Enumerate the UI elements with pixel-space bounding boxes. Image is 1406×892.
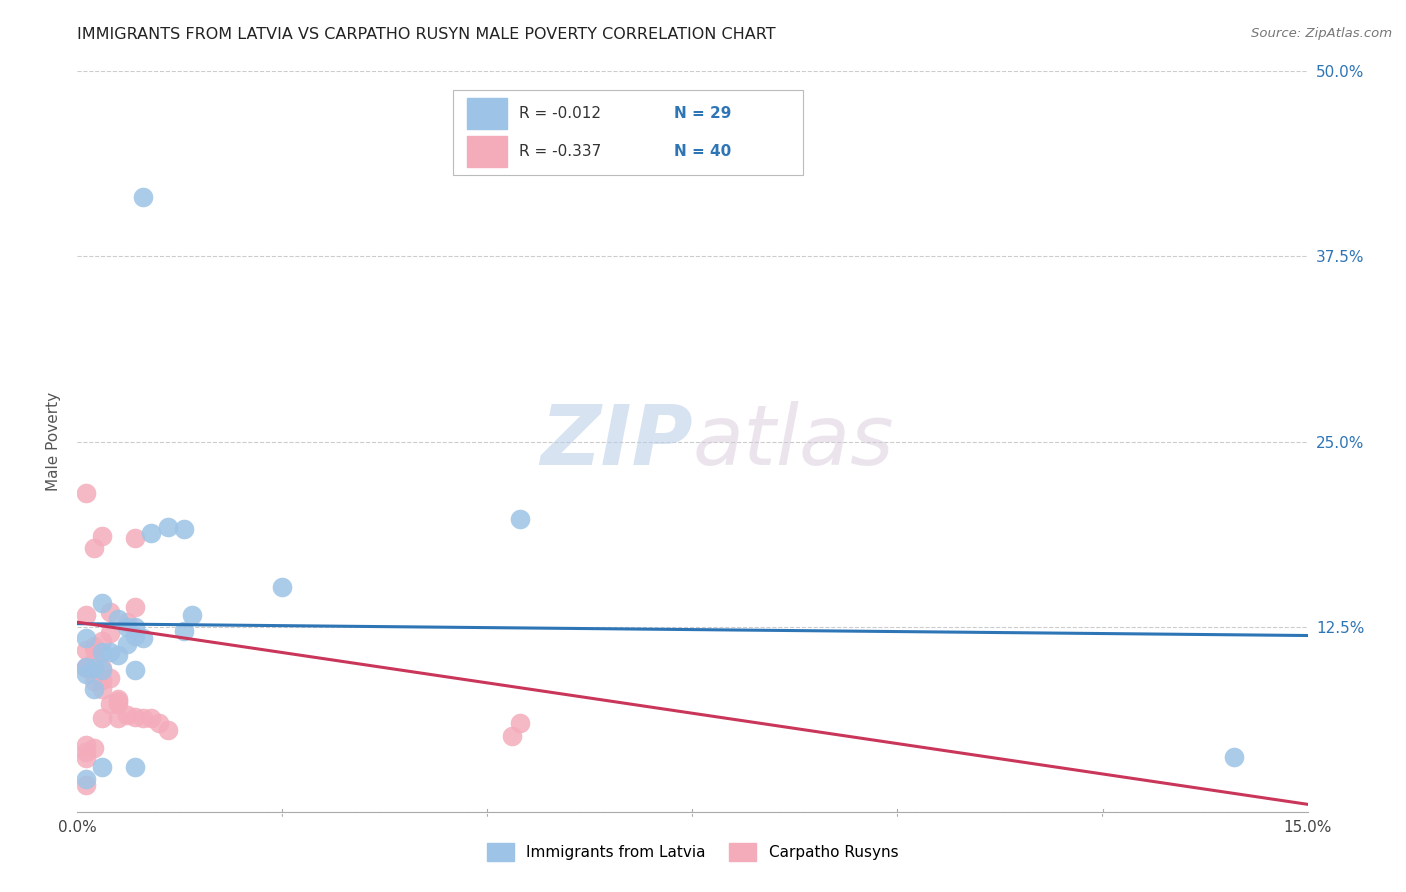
Point [107, 694, 129, 708]
Point [90, 663, 114, 677]
Point [124, 619, 146, 633]
Point [90, 711, 114, 725]
Text: Source: ZipAtlas.com: Source: ZipAtlas.com [1251, 27, 1392, 40]
Point [173, 522, 195, 536]
Point [75, 738, 97, 752]
Point [83, 661, 105, 675]
Point [98, 605, 121, 619]
Point [115, 619, 138, 633]
Point [98, 672, 121, 686]
Point [124, 760, 146, 774]
Point [124, 628, 146, 642]
Point [124, 531, 146, 545]
Text: R = -0.012: R = -0.012 [519, 106, 600, 121]
Text: ZIP: ZIP [540, 401, 693, 482]
Text: R = -0.337: R = -0.337 [519, 144, 602, 159]
Point [90, 529, 114, 543]
Point [75, 746, 97, 760]
Point [75, 643, 97, 657]
Point [132, 190, 155, 204]
Point [75, 751, 97, 765]
Point [173, 624, 195, 638]
Point [124, 710, 146, 724]
Point [156, 520, 179, 534]
Point [75, 659, 97, 673]
Point [141, 711, 163, 725]
Point [98, 697, 121, 711]
Point [90, 681, 114, 696]
Bar [467, 98, 506, 129]
Text: N = 29: N = 29 [673, 106, 731, 121]
Point [90, 634, 114, 648]
Point [115, 708, 138, 723]
Point [75, 772, 97, 786]
Point [141, 526, 163, 541]
Point [132, 632, 155, 646]
Point [83, 741, 105, 756]
Point [132, 711, 155, 725]
Point [83, 674, 105, 689]
Point [124, 663, 146, 677]
Point [75, 661, 97, 675]
Point [90, 661, 114, 675]
Point [75, 607, 97, 622]
Point [181, 607, 204, 622]
Point [83, 654, 105, 668]
Point [98, 645, 121, 659]
Legend: Immigrants from Latvia, Carpatho Rusyns: Immigrants from Latvia, Carpatho Rusyns [481, 838, 904, 867]
Point [83, 641, 105, 656]
Point [75, 778, 97, 792]
Point [90, 596, 114, 610]
Point [156, 723, 179, 738]
Point [75, 659, 97, 673]
Point [90, 760, 114, 774]
Point [509, 511, 531, 525]
Point [107, 648, 129, 662]
Text: IMMIGRANTS FROM LATVIA VS CARPATHO RUSYN MALE POVERTY CORRELATION CHART: IMMIGRANTS FROM LATVIA VS CARPATHO RUSYN… [77, 27, 776, 42]
Point [148, 715, 170, 730]
Point [107, 697, 129, 711]
Point [115, 637, 138, 651]
Point [75, 486, 97, 500]
FancyBboxPatch shape [453, 90, 803, 175]
Point [98, 625, 121, 640]
Point [107, 612, 129, 626]
Point [83, 541, 105, 556]
Point [509, 715, 531, 730]
Y-axis label: Male Poverty: Male Poverty [45, 392, 60, 491]
Point [501, 729, 523, 743]
Point [75, 667, 97, 681]
Point [90, 673, 114, 687]
Text: N = 40: N = 40 [673, 144, 731, 159]
Point [271, 580, 294, 594]
Point [75, 632, 97, 646]
Point [115, 615, 138, 630]
Point [83, 681, 105, 696]
Point [124, 600, 146, 615]
Point [1223, 750, 1246, 764]
Point [107, 711, 129, 725]
Point [107, 692, 129, 706]
Point [83, 639, 105, 653]
Bar [467, 136, 506, 167]
Text: atlas: atlas [693, 401, 894, 482]
Point [90, 645, 114, 659]
